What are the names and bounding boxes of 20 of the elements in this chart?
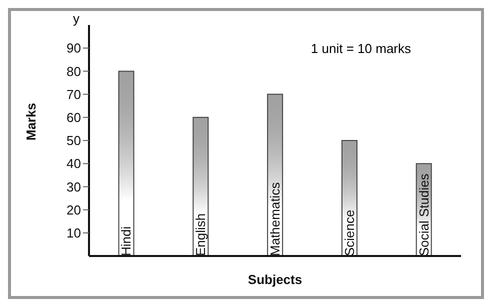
y-tick-label: 20 — [66, 202, 81, 218]
y-tick-label: 10 — [66, 226, 81, 241]
bar — [192, 116, 209, 256]
x-tick-label: Social Studies — [416, 173, 432, 256]
x-tick-label: Mathematics — [268, 182, 282, 256]
y-tick-label: 40 — [66, 156, 81, 172]
y-tick-label: 90 — [66, 40, 81, 56]
text: y — [73, 11, 80, 26]
y-tick-label: 50 — [66, 133, 81, 148]
x-axis-title: Subjects — [248, 272, 302, 287]
annotation: 1 unit = 10 marks — [310, 41, 411, 56]
x-tick-label: Science — [342, 210, 357, 256]
y-tick-label: 30 — [66, 179, 81, 194]
y-tick-label: 60 — [66, 110, 81, 126]
y-tick-label: 70 — [66, 86, 81, 102]
bar — [118, 70, 134, 256]
x-tick-label: Hindi — [118, 226, 134, 256]
x-tick-label: English — [193, 213, 208, 256]
y-axis-title: Marks — [24, 102, 39, 140]
y-tick-label: 80 — [66, 64, 81, 79]
